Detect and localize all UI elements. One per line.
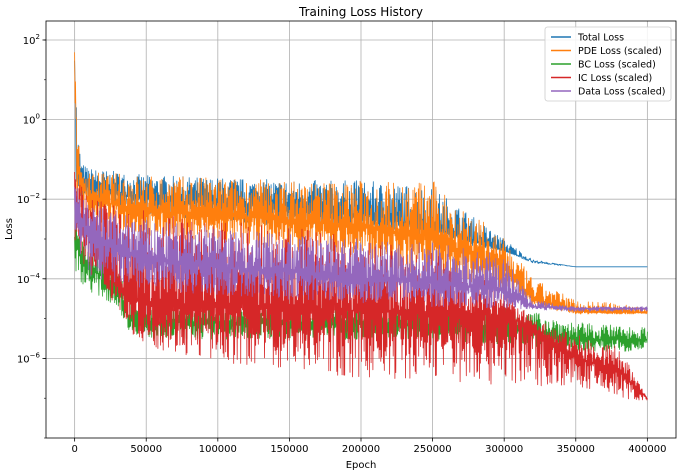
legend-label: PDE Loss (scaled): [578, 46, 662, 57]
x-tick-label: 250000: [413, 444, 451, 455]
legend: Total Loss PDE Loss (scaled) BC Loss (scal…: [544, 26, 672, 102]
y-tick-label: 10−4: [17, 272, 41, 286]
x-tick-label: 50000: [130, 444, 162, 455]
legend-box: [544, 26, 672, 102]
y-tick-label: 100: [23, 113, 40, 127]
x-axis: 0 50000 100000 150000 200000 250000 300000 3500…: [71, 438, 666, 455]
y-axis: 10−6 10−4 10−2 100 102: [17, 33, 46, 439]
legend-label: Total Loss: [577, 33, 624, 44]
x-tick-label: 150000: [270, 444, 308, 455]
x-axis-label: Epoch: [346, 460, 377, 471]
series-layer: [74, 52, 648, 401]
legend-label: Data Loss (scaled): [578, 87, 665, 98]
chart-title: Training Loss History: [298, 5, 423, 19]
legend-label: IC Loss (scaled): [578, 73, 652, 84]
x-tick-label: 0: [71, 444, 77, 455]
y-tick-label: 10−2: [17, 192, 40, 206]
y-tick-label: 10−6: [17, 351, 41, 365]
y-tick-label: 102: [23, 33, 40, 47]
x-tick-label: 100000: [199, 444, 237, 455]
y-axis-label: Loss: [4, 218, 15, 240]
series-line-5: [74, 186, 648, 312]
legend-label: BC Loss (scaled): [578, 60, 656, 71]
x-tick-label: 200000: [342, 444, 380, 455]
x-tick-label: 350000: [557, 444, 595, 455]
x-tick-label: 300000: [485, 444, 523, 455]
x-tick-label: 400000: [628, 444, 666, 455]
